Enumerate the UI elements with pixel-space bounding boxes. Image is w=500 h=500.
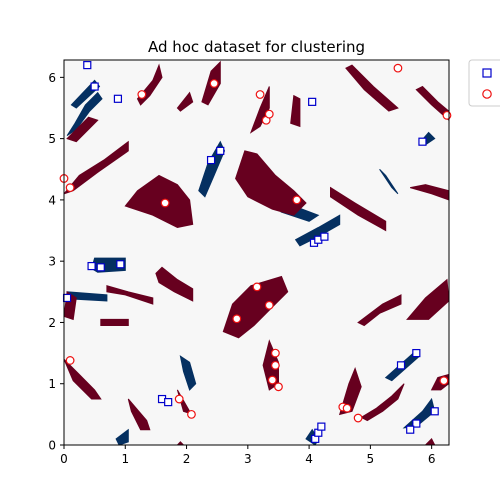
circle-point-14 <box>65 356 75 365</box>
circle-point-2 <box>255 90 265 99</box>
square-point-20 <box>406 425 415 434</box>
y-tick-label: 2 <box>48 316 56 330</box>
square-point-19 <box>412 419 421 428</box>
square-point-9 <box>320 232 329 241</box>
circle-point-24 <box>439 376 449 386</box>
circle-point-9 <box>160 198 170 208</box>
plot-frame <box>63 59 450 446</box>
circle-point-19 <box>174 394 184 404</box>
y-tick-label: 0 <box>48 439 56 453</box>
square-point-15 <box>164 398 173 407</box>
circle-point-1 <box>209 79 219 88</box>
y-axis: 0 1 2 3 4 5 6 <box>48 71 64 453</box>
chart-title: Ad hoc dataset for clustering <box>148 38 365 56</box>
legend <box>468 59 500 107</box>
y-tick-label: 1 <box>48 377 56 391</box>
square-point-5 <box>216 146 225 155</box>
square-point-3 <box>308 97 317 106</box>
decision-regions <box>64 60 449 445</box>
red-region-25 <box>360 383 405 422</box>
circle-point-23 <box>353 413 363 423</box>
red-region-14 <box>106 285 154 305</box>
square-point-11 <box>96 263 105 272</box>
y-tick-label: 5 <box>48 132 56 146</box>
red-region-15 <box>222 275 289 339</box>
circle-point-10 <box>292 195 302 205</box>
circle-point-0 <box>137 90 147 99</box>
red-region-7 <box>345 64 399 112</box>
y-tick-label: 4 <box>48 193 56 207</box>
square-point-4 <box>418 137 427 146</box>
circle-point-8 <box>65 183 75 193</box>
red-region-17 <box>406 278 449 320</box>
red-region-1 <box>66 116 99 143</box>
circle-point-13 <box>232 314 242 324</box>
data-points <box>59 60 452 443</box>
legend-circle-marker <box>482 89 492 99</box>
x-tick-label: 5 <box>367 452 375 466</box>
red-region-5 <box>249 86 270 134</box>
red-region-3 <box>176 91 194 112</box>
x-tick-label: 1 <box>121 452 129 466</box>
plot-area <box>59 59 452 446</box>
red-region-19 <box>100 318 129 326</box>
circle-point-6 <box>442 110 452 120</box>
x-tick-label: 0 <box>60 452 68 466</box>
square-point-18 <box>430 407 439 416</box>
x-tick-label: 4 <box>305 452 313 466</box>
red-region-27 <box>424 438 436 445</box>
blue-region-5 <box>379 168 399 195</box>
circle-point-5 <box>393 63 403 73</box>
blue-region-8 <box>179 355 197 391</box>
square-point-13 <box>62 293 72 303</box>
legend-square-marker <box>482 68 492 78</box>
x-axis: 0 1 2 3 4 5 6 <box>60 445 435 466</box>
red-region-6 <box>290 94 301 128</box>
red-region-20 <box>64 358 102 400</box>
square-point-1 <box>90 82 99 91</box>
blue-region-3 <box>294 214 341 247</box>
circle-point-15 <box>270 348 280 358</box>
blue-region-0 <box>66 91 103 137</box>
square-point-23 <box>317 422 326 431</box>
red-region-24 <box>338 366 362 416</box>
circle-point-17 <box>267 375 277 385</box>
circle-point-12 <box>264 300 274 310</box>
circle-point-18 <box>274 382 283 392</box>
square-point-16 <box>412 348 421 358</box>
x-tick-label: 6 <box>428 452 436 466</box>
red-region-9 <box>124 174 194 229</box>
circle-point-16 <box>270 360 280 370</box>
square-point-10 <box>87 261 96 271</box>
red-region-11 <box>330 186 387 232</box>
circle-point-20 <box>187 409 196 419</box>
blue-region-11 <box>115 428 129 445</box>
square-point-12 <box>116 260 125 269</box>
square-point-0 <box>83 60 92 70</box>
circle-point-11 <box>252 282 262 292</box>
red-region-0 <box>64 140 129 195</box>
legend-box <box>468 59 500 107</box>
x-tick-label: 2 <box>183 452 191 466</box>
square-point-6 <box>206 155 216 165</box>
y-tick-label: 6 <box>48 71 56 85</box>
red-region-16 <box>357 294 402 327</box>
red-region-21 <box>127 398 151 431</box>
y-tick-label: 3 <box>48 255 56 269</box>
circle-point-22 <box>342 403 352 413</box>
x-tick-label: 3 <box>244 452 252 466</box>
square-point-17 <box>396 361 406 370</box>
square-point-2 <box>113 94 123 103</box>
circle-point-4 <box>264 109 274 119</box>
red-region-28 <box>176 441 185 445</box>
red-region-13 <box>155 266 194 302</box>
